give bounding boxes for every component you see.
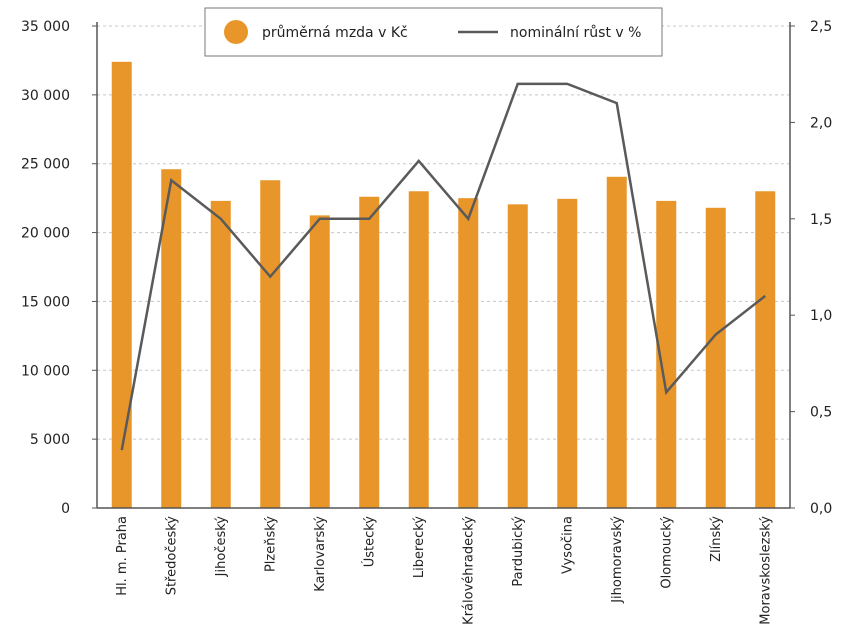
bar-series [111, 61, 776, 509]
y-right-tick-label: 2,5 [810, 19, 832, 35]
bar [408, 191, 429, 508]
bar [507, 204, 528, 508]
bar [458, 198, 479, 508]
x-category-label: Moravskoslezský [758, 516, 773, 625]
bar [557, 198, 578, 508]
y-right-tick-label: 1,0 [810, 308, 832, 324]
legend-box [204, 7, 663, 57]
bar [260, 180, 281, 509]
bar [606, 176, 627, 508]
y-left-tick-label: 15 000 [21, 294, 70, 310]
line-series [120, 82, 767, 451]
y-right-tick-label: 2,0 [810, 115, 832, 131]
x-category-label: Středočeský [164, 516, 179, 596]
x-category-label: Pardubický [511, 516, 526, 587]
y-right-tick-label: 0,0 [810, 501, 832, 517]
x-category-label: Vysočina [560, 516, 575, 574]
x-category-label: Královéhradecký [461, 516, 476, 625]
x-category-label: Plzeňský [263, 516, 278, 572]
bar [210, 200, 231, 508]
y-left-tick-label: 5 000 [30, 432, 70, 448]
y-right-tick-label: 1,5 [810, 212, 832, 228]
x-category-label: Jihomoravský [610, 516, 625, 604]
growth-line [120, 82, 767, 451]
x-category-label: Jihočeský [214, 516, 229, 578]
bar [359, 196, 380, 508]
x-axis-category-labels: Hl. m. Praha Středočeský Jihočeský Plzeňský… [115, 516, 774, 625]
gridlines [97, 25, 790, 440]
legend: průměrná mzda v Kč nominální růst v % [204, 7, 663, 57]
y-left-tick-label: 20 000 [21, 226, 70, 242]
x-category-label: Olomoucký [659, 516, 674, 589]
legend-bar-swatch [224, 20, 248, 44]
bar [309, 215, 330, 508]
y-left-tick-label: 0 [61, 501, 70, 517]
x-category-label: Hl. m. Praha [115, 516, 130, 596]
y-right-tick-label: 0,5 [810, 405, 832, 421]
y-left-tick-label: 10 000 [21, 363, 70, 379]
y-left-tick-label: 35 000 [21, 19, 70, 35]
legend-bar-label: průměrná mzda v Kč [262, 25, 408, 41]
bar [111, 61, 132, 508]
bar [705, 207, 726, 509]
axes [96, 22, 791, 509]
x-category-label: Ústecký [361, 516, 377, 568]
legend-line-label: nominální růst v % [510, 25, 641, 41]
bar [656, 200, 677, 508]
x-category-label: Zlínský [709, 516, 724, 562]
y-axis-left-ticks: 0 5 000 10 000 15 000 20 000 25 000 30 000 35 0… [21, 19, 97, 517]
y-left-tick-label: 25 000 [21, 157, 70, 173]
bar [161, 169, 182, 509]
bar [755, 191, 776, 508]
y-axis-right-ticks: 0,0 0,5 1,0 1,5 2,0 2,5 [790, 19, 832, 517]
x-category-label: Liberecký [412, 516, 427, 578]
x-category-label: Karlovarský [313, 516, 328, 592]
y-left-tick-label: 30 000 [21, 88, 70, 104]
